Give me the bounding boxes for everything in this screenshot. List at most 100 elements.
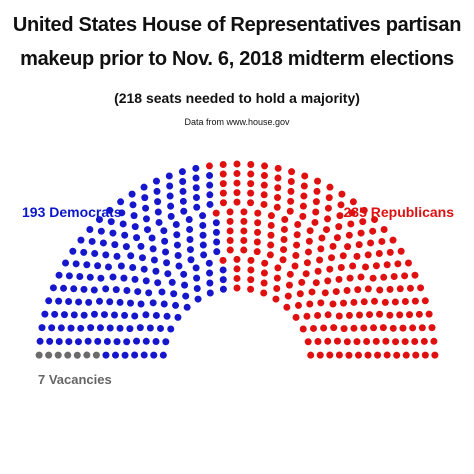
seat-democrat — [145, 289, 153, 297]
seat-republican — [274, 164, 282, 172]
seat-republican — [240, 237, 248, 244]
seat-democrat — [100, 311, 108, 319]
seat-republican — [287, 197, 295, 205]
seat-democrat — [143, 226, 151, 234]
seat-republican — [330, 324, 338, 332]
seat-democrat — [127, 252, 135, 260]
seat-democrat — [118, 209, 126, 217]
seat-republican — [345, 351, 353, 359]
seat-democrat — [182, 292, 190, 300]
seat-republican — [267, 221, 275, 229]
seat-republican — [401, 298, 409, 306]
seat-democrat — [154, 208, 162, 216]
seat-republican — [329, 242, 337, 250]
seat-democrat — [112, 351, 119, 359]
seat-republican — [323, 226, 331, 234]
seat-republican — [219, 170, 227, 178]
seat-democrat — [179, 187, 187, 195]
seat-republican — [306, 300, 314, 308]
seat-republican — [280, 246, 288, 254]
seat-republican — [310, 324, 317, 332]
seat-republican — [312, 279, 320, 287]
seat-democrat — [113, 252, 121, 260]
seat-republican — [353, 338, 361, 346]
seat-democrat — [141, 194, 149, 202]
seat-democrat — [162, 338, 170, 346]
seat-democrat — [219, 285, 227, 293]
seat-democrat — [166, 192, 174, 200]
seat-democrat — [88, 237, 96, 245]
seat-democrat — [70, 285, 78, 293]
seat-democrat — [212, 219, 220, 227]
seat-republican — [304, 248, 312, 256]
chart-title: United States House of Representatives p… — [0, 8, 474, 76]
seat-democrat — [192, 264, 200, 272]
seat-republican — [254, 209, 262, 217]
seat-republican — [325, 194, 333, 202]
seat-democrat — [160, 300, 168, 308]
seat-republican — [226, 237, 234, 244]
seat-republican — [360, 324, 368, 332]
seat-democrat — [154, 198, 162, 206]
seat-republican — [317, 299, 325, 307]
seat-democrat — [137, 300, 145, 308]
seat-vacancy — [54, 351, 62, 359]
seat-republican — [340, 299, 348, 307]
seat-democrat — [186, 225, 194, 233]
seat-republican — [396, 311, 404, 319]
seat-democrat — [51, 310, 59, 318]
seat-democrat — [131, 275, 139, 283]
seat-republican — [360, 206, 368, 214]
seat-democrat — [129, 263, 137, 271]
seat-democrat — [87, 324, 95, 332]
seat-republican — [406, 284, 414, 292]
seat-democrat — [126, 299, 134, 307]
seat-republican — [393, 351, 401, 359]
seat-republican — [402, 351, 410, 359]
seat-republican — [364, 251, 372, 259]
seat-democrat — [152, 177, 160, 185]
seat-republican — [411, 337, 419, 345]
seat-democrat — [206, 289, 214, 297]
seat-republican — [386, 248, 394, 256]
seat-democrat — [131, 312, 139, 320]
seat-republican — [329, 300, 337, 308]
seat-republican — [350, 298, 358, 306]
seat-republican — [299, 202, 307, 210]
seat-vacancy — [35, 351, 43, 359]
seat-republican — [399, 324, 407, 332]
seat-republican — [332, 288, 340, 296]
seat-democrat — [155, 218, 163, 226]
seat-democrat — [69, 247, 77, 255]
seat-democrat — [148, 234, 156, 242]
seat-republican — [247, 199, 255, 207]
seat-democrat — [94, 262, 102, 270]
seat-democrat — [72, 260, 80, 268]
seat-republican — [247, 160, 255, 168]
seat-democrat — [65, 272, 73, 280]
seat-republican — [406, 311, 414, 319]
seat-republican — [288, 168, 296, 176]
seat-democrat — [172, 221, 180, 228]
seat-republican — [364, 285, 372, 293]
seat-republican — [326, 351, 334, 359]
chart-title-line-1: United States House of Representatives p… — [12, 14, 462, 36]
seat-democrat — [131, 351, 139, 359]
seat-republican — [313, 187, 321, 195]
seat-republican — [357, 229, 365, 237]
seat-democrat — [55, 271, 63, 279]
seat-republican — [304, 338, 312, 346]
seat-republican — [366, 311, 374, 319]
seat-democrat — [106, 206, 114, 214]
seat-republican — [284, 292, 292, 300]
seat-democrat — [85, 298, 93, 306]
seat-republican — [421, 297, 429, 305]
seat-republican — [247, 266, 255, 274]
seat-republican — [285, 281, 293, 289]
seat-democrat — [161, 237, 169, 245]
seat-republican — [291, 262, 299, 270]
seat-republican — [240, 246, 248, 254]
seat-republican — [335, 312, 343, 320]
seat-republican — [386, 311, 394, 319]
seat-republican — [335, 223, 343, 231]
